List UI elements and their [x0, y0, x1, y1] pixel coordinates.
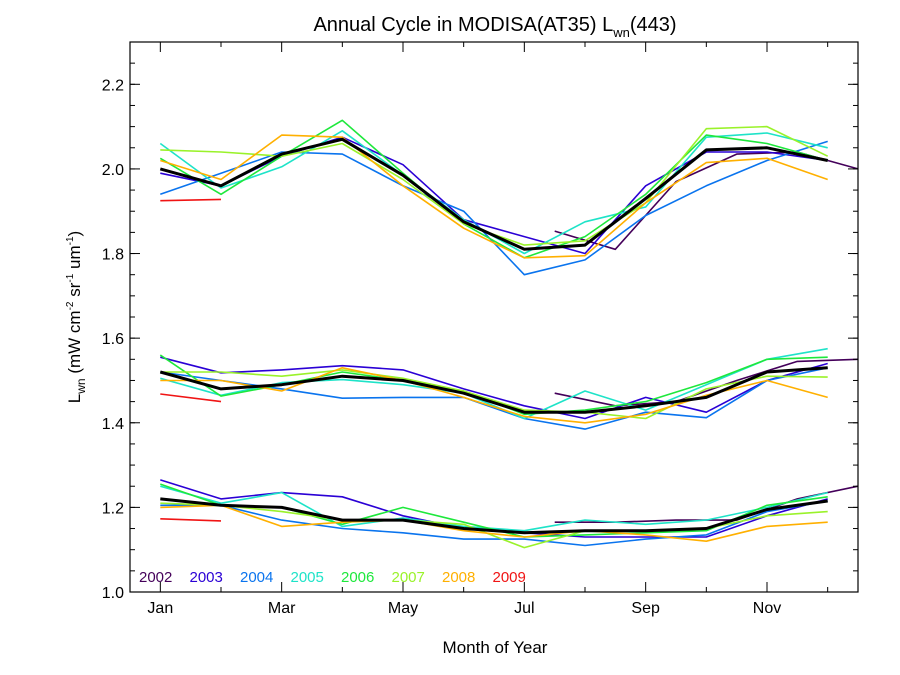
y-axis-title-units-part: -2 — [65, 301, 76, 310]
series-2006 — [159, 119, 828, 538]
x-tick-label: Jul — [514, 600, 534, 617]
y-tick-label: 1.0 — [102, 585, 124, 602]
y-axis-title-units-part: ) — [65, 231, 84, 237]
y-tick-label: 1.2 — [102, 500, 124, 517]
y-axis: 1.0 1.2 1.4 1.6 1.8 2.0 2.2 — [102, 41, 858, 602]
y-axis-title-main: L — [65, 394, 84, 403]
series-line-2003 — [160, 136, 828, 255]
x-tick-label: Mar — [268, 600, 296, 617]
legend-item-2009: 2009 — [493, 569, 526, 586]
y-axis-title: Lwn (mW cm-2 sr-1 um-1) — [65, 231, 88, 403]
series-line-2006 — [159, 119, 828, 259]
series-line-2004 — [160, 367, 828, 430]
plot-area — [159, 119, 859, 549]
series-line-2003 — [160, 356, 828, 420]
y-tick-label: 2.0 — [102, 162, 124, 179]
x-tick-label: May — [388, 600, 418, 617]
series-line-2004 — [160, 500, 828, 547]
series-mean — [159, 137, 829, 535]
series-2003 — [160, 136, 828, 538]
series-line-mean — [159, 137, 829, 251]
series-2005 — [159, 130, 828, 532]
series-line-2007 — [160, 369, 828, 420]
y-axis-title-units-part: -1 — [65, 236, 76, 245]
series-2004 — [160, 140, 828, 547]
legend-item-2007: 2007 — [392, 569, 425, 586]
y-tick-label: 2.2 — [102, 77, 124, 94]
y-tick-label: 1.6 — [102, 331, 124, 348]
y-axis-title-units-part: sr — [65, 282, 84, 301]
chart-title: Annual Cycle in MODISA(AT35) Lwn(443) — [313, 14, 676, 40]
legend-item-2002: 2002 — [139, 569, 172, 586]
y-tick-label: 1.4 — [102, 416, 124, 433]
series-line-mean — [160, 497, 828, 535]
x-tick-label: Jan — [147, 600, 173, 617]
y-axis-title-subscript: wn — [74, 378, 88, 394]
y-axis-title-units-part: um — [65, 245, 84, 273]
series-2009 — [160, 198, 222, 522]
series-2002 — [554, 151, 859, 524]
legend-item-2008: 2008 — [442, 569, 475, 586]
legend: 2002 2003 2004 2005 2006 2007 2008 2009 — [139, 569, 526, 586]
series-line-2007 — [160, 502, 828, 549]
y-axis-title-units-part: -1 — [65, 273, 76, 282]
y-tick-label: 1.8 — [102, 247, 124, 264]
x-tick-label: Nov — [753, 600, 781, 617]
series-line-2008 — [160, 134, 828, 259]
series-line-2009 — [160, 393, 222, 403]
series-line-2005 — [160, 485, 828, 532]
chart-title-main: Annual Cycle in MODISA(AT35) L — [313, 14, 613, 36]
legend-item-2004: 2004 — [240, 569, 273, 586]
y-axis-title-units-part: (mW cm — [65, 310, 84, 378]
chart-title-subscript: wn — [612, 25, 630, 40]
x-axis: Jan Mar May Jul Sep Nov — [147, 42, 829, 617]
legend-item-2006: 2006 — [341, 569, 374, 586]
series-line-mean — [159, 366, 828, 414]
series-line-2002 — [554, 358, 859, 407]
series-2007 — [160, 125, 829, 549]
legend-item-2003: 2003 — [190, 569, 223, 586]
legend-item-2005: 2005 — [291, 569, 324, 586]
x-axis-title: Month of Year — [443, 638, 548, 657]
chart-title-tail: (443) — [630, 14, 677, 36]
x-tick-label: Sep — [631, 600, 660, 617]
series-line-2009 — [160, 198, 222, 202]
series-line-2008 — [160, 504, 828, 543]
series-2008 — [160, 134, 828, 543]
series-line-2009 — [160, 518, 222, 522]
